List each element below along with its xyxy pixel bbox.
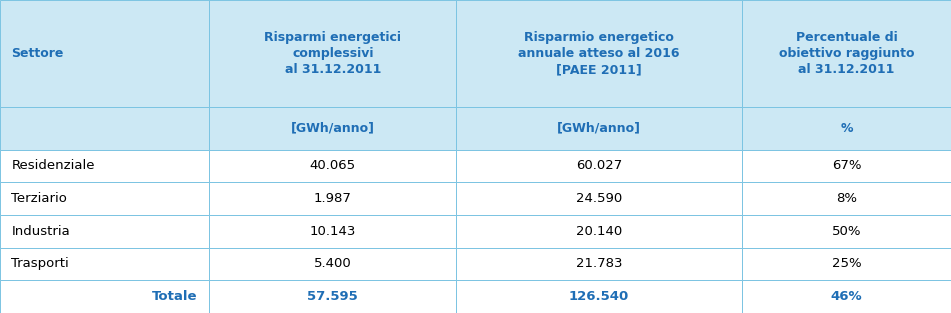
Bar — [209, 215, 456, 248]
Text: 57.595: 57.595 — [307, 290, 359, 303]
Bar — [0, 0, 209, 107]
Bar — [456, 107, 742, 150]
Bar — [209, 150, 456, 182]
Bar — [456, 0, 742, 107]
Bar — [742, 215, 951, 248]
Text: 50%: 50% — [831, 225, 862, 238]
Text: 5.400: 5.400 — [314, 258, 352, 270]
Text: [GWh/anno]: [GWh/anno] — [557, 122, 641, 135]
Bar — [742, 280, 951, 313]
Bar — [0, 215, 209, 248]
Bar — [209, 0, 456, 107]
Text: Terziario: Terziario — [11, 192, 68, 205]
Text: 60.027: 60.027 — [576, 159, 622, 172]
Bar — [742, 150, 951, 182]
Text: 8%: 8% — [836, 192, 857, 205]
Bar — [209, 248, 456, 280]
Bar — [0, 107, 209, 150]
Bar — [742, 107, 951, 150]
Bar — [0, 150, 209, 182]
Bar — [742, 182, 951, 215]
Bar — [209, 182, 456, 215]
Text: 20.140: 20.140 — [576, 225, 622, 238]
Bar — [456, 182, 742, 215]
Text: 10.143: 10.143 — [310, 225, 356, 238]
Bar — [456, 215, 742, 248]
Text: Risparmio energetico
annuale atteso al 2016
[PAEE 2011]: Risparmio energetico annuale atteso al 2… — [518, 31, 680, 76]
Text: Percentuale di
obiettivo raggiunto
al 31.12.2011: Percentuale di obiettivo raggiunto al 31… — [779, 31, 914, 76]
Text: Trasporti: Trasporti — [11, 258, 69, 270]
Bar — [456, 280, 742, 313]
Text: 67%: 67% — [831, 159, 862, 172]
Bar — [209, 280, 456, 313]
Text: %: % — [840, 122, 853, 135]
Text: 126.540: 126.540 — [569, 290, 630, 303]
Text: Industria: Industria — [11, 225, 70, 238]
Bar — [742, 0, 951, 107]
Text: 1.987: 1.987 — [314, 192, 352, 205]
Bar — [742, 248, 951, 280]
Text: 24.590: 24.590 — [576, 192, 622, 205]
Bar — [456, 150, 742, 182]
Bar — [0, 182, 209, 215]
Bar — [0, 248, 209, 280]
Text: 21.783: 21.783 — [576, 258, 622, 270]
Text: Residenziale: Residenziale — [11, 159, 95, 172]
Text: 25%: 25% — [831, 258, 862, 270]
Bar — [0, 280, 209, 313]
Text: Risparmi energetici
complessivi
al 31.12.2011: Risparmi energetici complessivi al 31.12… — [264, 31, 401, 76]
Text: Totale: Totale — [152, 290, 198, 303]
Bar — [209, 107, 456, 150]
Text: [GWh/anno]: [GWh/anno] — [291, 122, 375, 135]
Text: 40.065: 40.065 — [310, 159, 356, 172]
Text: Settore: Settore — [11, 47, 64, 60]
Text: 46%: 46% — [830, 290, 863, 303]
Bar — [456, 248, 742, 280]
